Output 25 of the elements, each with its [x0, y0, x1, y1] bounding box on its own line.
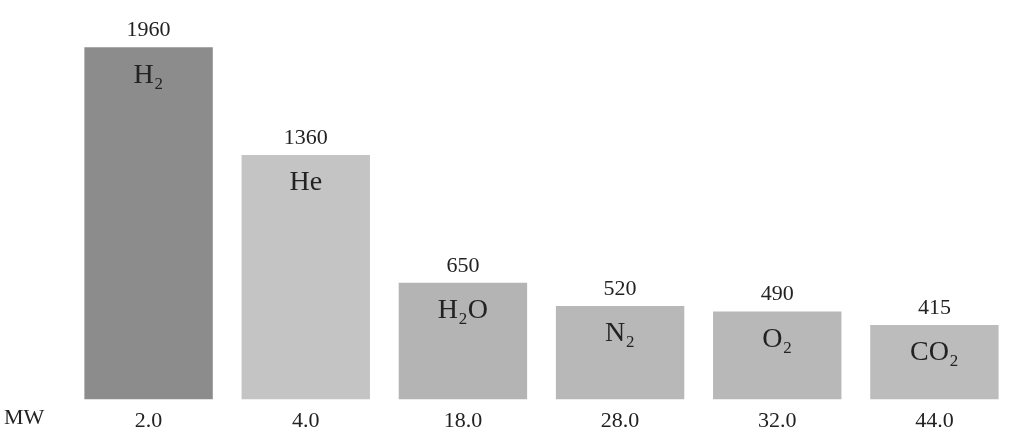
data-label: 650: [446, 251, 480, 277]
data-label: 520: [603, 274, 637, 300]
bar: [870, 324, 999, 400]
bar: [84, 47, 213, 400]
x-tick-label: 4.0: [292, 406, 320, 432]
data-label: 415: [917, 293, 951, 319]
bar: [398, 282, 528, 400]
data-label: 490: [760, 280, 794, 306]
annotation: O₂: [762, 321, 793, 353]
x-tick-label: 2.0: [134, 406, 163, 432]
x-tick-label: 18.0: [443, 406, 483, 432]
annotation: He: [289, 165, 323, 197]
annotation: H₂O: [437, 293, 489, 325]
x-axis-title: MW: [4, 404, 45, 430]
x-tick-label: 32.0: [758, 406, 797, 432]
x-tick-label: 28.0: [600, 406, 640, 432]
bar: [241, 155, 370, 400]
data-label: 1960: [126, 15, 171, 41]
annotation: H₂: [133, 57, 164, 89]
annotation: CO₂: [910, 335, 959, 367]
bar: [555, 306, 685, 400]
data-label: 1360: [283, 123, 328, 149]
bar: [713, 311, 842, 400]
annotation: N₂: [605, 316, 636, 348]
x-tick-label: 44.0: [915, 406, 954, 432]
